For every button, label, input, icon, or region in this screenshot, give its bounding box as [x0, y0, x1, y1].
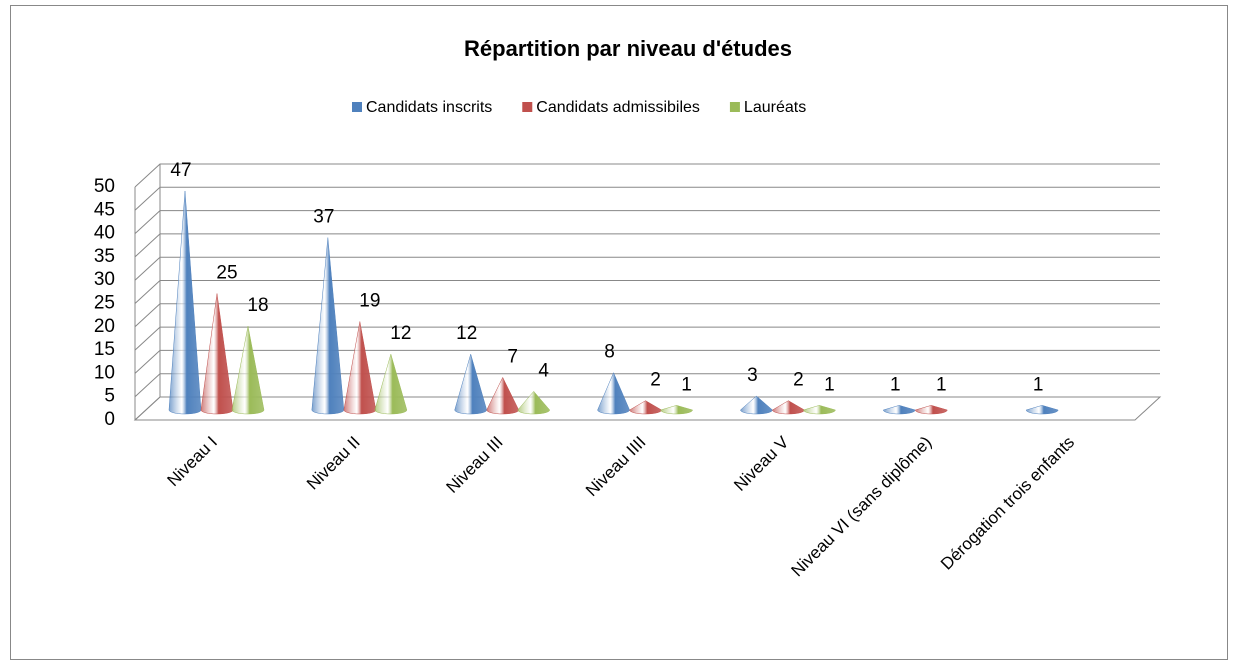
y-tick-label: 20 — [94, 316, 115, 337]
value-label: 12 — [456, 323, 477, 344]
value-label: 47 — [170, 160, 191, 181]
grid-line — [134, 210, 1160, 234]
y-tick-label: 30 — [94, 269, 115, 290]
y-tick-label: 40 — [94, 223, 115, 244]
value-label: 1 — [824, 374, 835, 395]
y-tick-label: 35 — [94, 246, 115, 267]
value-label: 7 — [507, 346, 518, 367]
cone — [231, 326, 265, 415]
legend-swatch — [522, 102, 533, 112]
y-tick-label: 10 — [94, 362, 115, 383]
grid-line — [134, 186, 1160, 211]
y-tick-label: 45 — [94, 199, 115, 220]
legend-swatch — [352, 102, 362, 112]
value-label: 3 — [747, 365, 758, 386]
y-tick-label: 0 — [104, 409, 115, 430]
y-tick-label: 15 — [94, 339, 115, 360]
grid-line — [134, 396, 1160, 421]
value-label: 2 — [793, 370, 804, 391]
value-label: 1 — [681, 374, 692, 395]
legend: Candidats inscrits Candidats admissibiles… — [352, 99, 806, 116]
grid-line — [134, 256, 1160, 281]
cone — [517, 390, 550, 415]
legend-label: Candidats inscrits — [366, 99, 492, 116]
value-label: 1 — [1033, 374, 1044, 395]
chart-title: Répartition par niveau d'études — [464, 36, 792, 61]
cone — [915, 405, 948, 415]
cone — [1025, 405, 1059, 415]
grid-line — [134, 373, 1160, 398]
grid-line — [134, 349, 1160, 374]
legend-label: Candidats admissibiles — [536, 99, 700, 116]
y-tick-label: 25 — [94, 293, 115, 314]
value-label: 4 — [538, 360, 549, 381]
grid-line — [134, 280, 1160, 304]
value-label: 25 — [216, 263, 237, 284]
legend-swatch — [729, 102, 740, 112]
value-label: 37 — [313, 207, 334, 228]
value-label: 18 — [247, 295, 268, 316]
grid-line — [134, 326, 1160, 351]
value-label: 1 — [936, 374, 947, 395]
y-tick-label: 50 — [94, 176, 115, 197]
grid-line — [134, 303, 1160, 328]
cone — [374, 353, 408, 415]
value-label: 1 — [890, 374, 901, 395]
value-label: 2 — [650, 370, 661, 391]
grid-line — [134, 163, 1160, 188]
y-tick-label: 5 — [104, 386, 115, 407]
value-label: 12 — [390, 323, 411, 344]
value-label: 8 — [604, 342, 615, 363]
value-label: 19 — [359, 290, 380, 311]
legend-label: Lauréats — [744, 99, 806, 116]
cone — [803, 405, 836, 415]
grid-line — [134, 233, 1160, 258]
cone — [660, 405, 693, 415]
